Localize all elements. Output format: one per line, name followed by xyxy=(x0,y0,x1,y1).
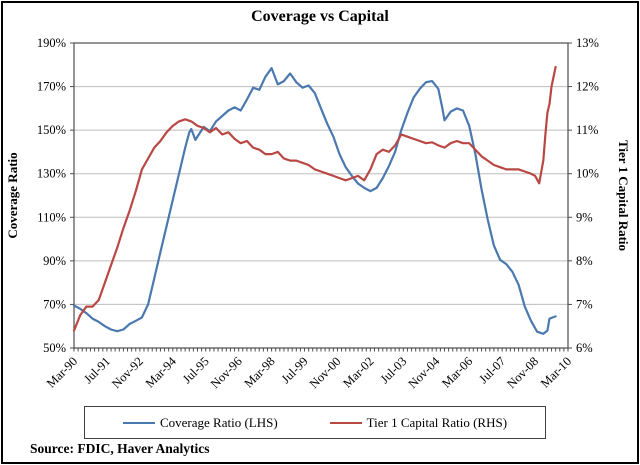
y-axis-tick-label-right: 10% xyxy=(576,167,599,181)
y-axis-tick-label-right: 11% xyxy=(576,123,598,137)
legend-item-tier1: Tier 1 Capital Ratio (RHS) xyxy=(329,414,508,431)
x-axis-tick-label: Nov-08 xyxy=(504,354,541,391)
x-axis-tick-label: Nov-04 xyxy=(405,354,442,391)
legend: Coverage Ratio (LHS) Tier 1 Capital Rati… xyxy=(84,406,546,439)
left-axis-title: Coverage Ratio xyxy=(5,152,20,238)
y-axis-tick-label-right: 12% xyxy=(576,80,599,94)
x-axis-tick-label: Mar-02 xyxy=(340,354,376,390)
y-axis-tick-label-left: 50% xyxy=(43,341,66,355)
x-axis-tick-label: Nov-96 xyxy=(208,354,245,391)
legend-label-tier1: Tier 1 Capital Ratio (RHS) xyxy=(366,414,508,430)
x-axis-tick-label: Mar-06 xyxy=(439,354,475,390)
y-axis-tick-label-left: 70% xyxy=(43,297,66,311)
coverage-line-swatch xyxy=(122,421,155,424)
x-axis-tick-label: Mar-10 xyxy=(538,354,574,390)
x-axis-tick-label: Nov-00 xyxy=(307,354,344,391)
y-axis-tick-label-right: 7% xyxy=(576,297,593,311)
source-note: Source: FDIC, Haver Analytics xyxy=(30,441,210,456)
tier1-ratio-line xyxy=(72,65,557,332)
x-axis-tick-label: Mar-90 xyxy=(44,354,80,390)
y-axis-tick-label-left: 110% xyxy=(37,210,66,224)
y-axis-tick-label-left: 170% xyxy=(37,80,66,94)
y-axis-tick-label-right: 9% xyxy=(576,210,593,224)
x-axis-tick-label: Mar-94 xyxy=(143,354,180,391)
y-axis-tick-label-right: 6% xyxy=(576,341,593,355)
legend-label-coverage: Coverage Ratio (LHS) xyxy=(159,414,278,430)
legend-item-coverage: Coverage Ratio (LHS) xyxy=(122,414,278,431)
y-axis-tick-label-left: 150% xyxy=(37,123,66,137)
x-axis-tick-label: Nov-92 xyxy=(109,354,146,391)
x-axis-tick-label: Mar-98 xyxy=(241,354,277,390)
y-axis-tick-label-left: 130% xyxy=(37,167,66,181)
y-axis-tick-label-left: 190% xyxy=(37,36,66,50)
y-axis-tick-label-left: 90% xyxy=(43,254,66,268)
tier1-line-swatch xyxy=(329,421,362,424)
y-axis-tick-label-right: 13% xyxy=(576,36,599,50)
coverage-ratio-line xyxy=(72,66,557,335)
y-axis-tick-label-right: 8% xyxy=(576,254,593,268)
right-axis-title: Tier 1 Capital Ratio xyxy=(616,140,631,251)
chart-title: Coverage vs Capital xyxy=(251,8,389,25)
